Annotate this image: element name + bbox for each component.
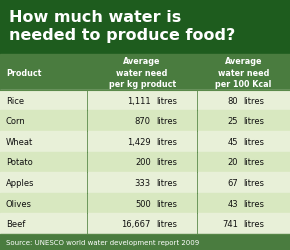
Bar (0, 55, 290, 90)
Text: litres: litres (244, 199, 264, 208)
Text: litres: litres (157, 178, 177, 187)
Text: litres: litres (244, 137, 264, 146)
Bar (0, 90, 290, 111)
Text: Potato: Potato (6, 158, 32, 167)
Text: litres: litres (244, 178, 264, 187)
Bar (0, 214, 290, 234)
Text: Apples: Apples (6, 178, 34, 187)
Text: Product: Product (6, 68, 41, 77)
Bar (0, 193, 290, 214)
Text: litres: litres (157, 219, 177, 228)
Text: 333: 333 (135, 178, 151, 187)
Text: litres: litres (157, 117, 177, 126)
Text: Olives: Olives (6, 199, 32, 208)
Text: litres: litres (244, 158, 264, 167)
Bar (0, 0, 290, 55)
Text: 67: 67 (227, 178, 238, 187)
Text: 45: 45 (227, 137, 238, 146)
Text: 1,111: 1,111 (127, 96, 151, 105)
Text: 741: 741 (222, 219, 238, 228)
Text: 1,429: 1,429 (127, 137, 151, 146)
Text: Wheat: Wheat (6, 137, 33, 146)
Text: litres: litres (157, 158, 177, 167)
Text: litres: litres (157, 96, 177, 105)
Bar (0, 132, 290, 152)
Text: litres: litres (244, 117, 264, 126)
Text: 20: 20 (227, 158, 238, 167)
Text: Average
water need
per kg product: Average water need per kg product (108, 57, 176, 88)
Text: How much water is
needed to produce food?: How much water is needed to produce food… (9, 10, 235, 43)
Text: litres: litres (157, 199, 177, 208)
Text: 500: 500 (135, 199, 151, 208)
Text: Rice: Rice (6, 96, 24, 105)
Text: Beef: Beef (6, 219, 25, 228)
Text: 870: 870 (135, 117, 151, 126)
Text: litres: litres (244, 219, 264, 228)
Text: Source: UNESCO world water development report 2009: Source: UNESCO world water development r… (6, 239, 199, 245)
Text: Average
water need
per 100 Kcal: Average water need per 100 Kcal (215, 57, 272, 88)
Bar (0, 172, 290, 193)
Text: 200: 200 (135, 158, 151, 167)
Bar (0, 152, 290, 172)
Bar (0, 111, 290, 132)
Text: 80: 80 (227, 96, 238, 105)
Text: litres: litres (157, 137, 177, 146)
Text: 16,667: 16,667 (122, 219, 151, 228)
Text: litres: litres (244, 96, 264, 105)
Text: Corn: Corn (6, 117, 26, 126)
Text: 43: 43 (227, 199, 238, 208)
Bar (0, 234, 290, 250)
Text: 25: 25 (227, 117, 238, 126)
